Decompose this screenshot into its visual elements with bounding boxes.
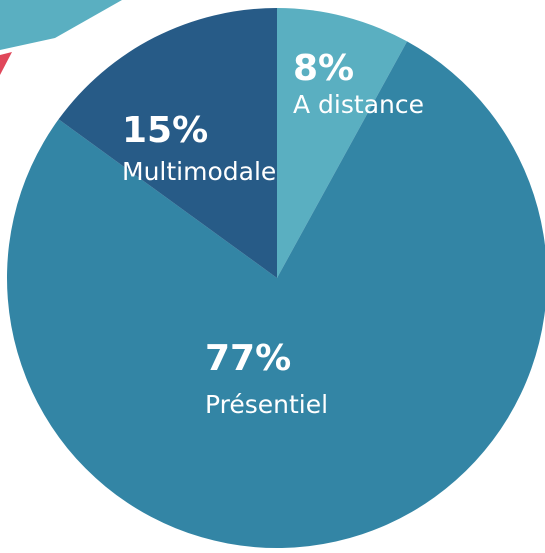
value-label: 8% [293, 48, 354, 89]
pie [7, 8, 545, 548]
pie-slice [58, 8, 277, 278]
value-label: 77% [205, 338, 291, 379]
category-label: Présentiel [205, 390, 328, 419]
decorative-badge [0, 0, 135, 75]
category-label: Multimodale [122, 157, 276, 186]
pie-slice [7, 41, 545, 548]
labels: 8%A distance 77% Présentiel 15% Multimodale [122, 48, 424, 419]
pie-slice [277, 8, 408, 278]
category-label: A distance [293, 90, 424, 119]
value-label: 15% [122, 110, 208, 151]
